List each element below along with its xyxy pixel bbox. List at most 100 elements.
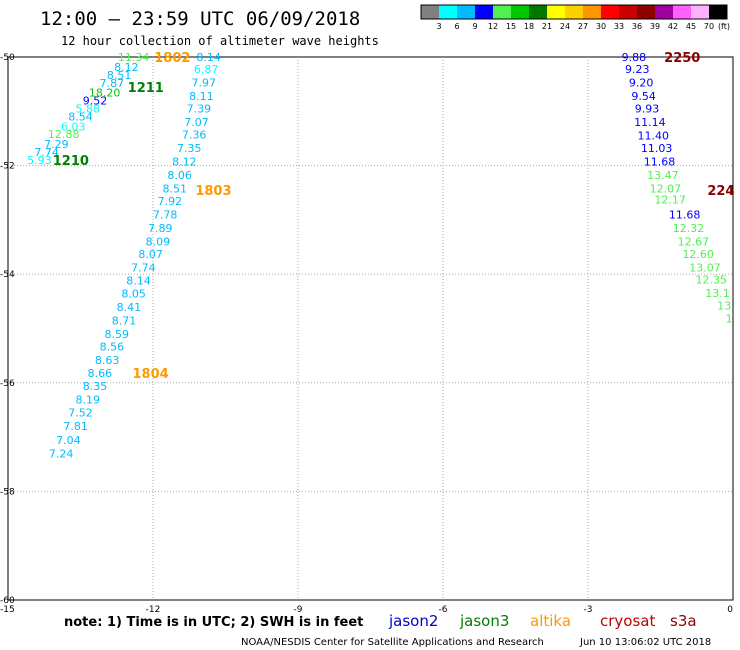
color-swatch (547, 5, 565, 19)
swh-point: 8.63 (95, 354, 120, 367)
color-swatch (637, 5, 655, 19)
series-altika: 8.146.877.978.117.397.077.367.358.128.06… (49, 51, 221, 460)
swh-point: 7.81 (63, 420, 88, 433)
swh-point: 9.93 (635, 103, 660, 116)
swh-point: 7.36 (182, 129, 207, 142)
satellite-legend: jason2 jason3 altika cryosat s3a (388, 612, 697, 630)
swh-point: 8.07 (138, 248, 163, 261)
satellite-jason3: jason3 (459, 612, 509, 630)
color-swatch (493, 5, 511, 19)
pass-time-label: 224 (707, 184, 734, 199)
swh-point: 9.88 (622, 51, 647, 64)
swh-point: 9.20 (629, 77, 654, 90)
credit-line: NOAA/NESDIS Center for Satellite Applica… (241, 637, 544, 648)
swh-point: 8.51 (163, 182, 188, 195)
pass-time-label: 1210 (53, 154, 89, 169)
x-tick-label: -15 (0, 605, 15, 615)
swh-point: 12.67 (678, 236, 710, 249)
swh-point: 9.54 (631, 90, 656, 103)
swh-point: 7.89 (148, 222, 173, 235)
y-tick-label: -58 (0, 487, 15, 497)
x-tick-label: -3 (584, 605, 593, 615)
swh-point: 11.03 (641, 142, 673, 155)
swh-point: 7.35 (177, 142, 202, 155)
color-scale-label: 36 (632, 22, 642, 31)
generated-timestamp: Jun 10 13:06:02 UTC 2018 (579, 637, 711, 648)
color-scale-label: 30 (596, 22, 606, 31)
swh-point: 8.54 (68, 111, 93, 124)
y-tick-label: -60 (0, 596, 15, 606)
x-tick-label: -9 (294, 605, 303, 615)
swh-point: 11.14 (634, 116, 666, 129)
swh-point: 7.78 (153, 208, 178, 221)
swh-point: 8.14 (126, 275, 151, 288)
color-swatch (691, 5, 709, 19)
series-s3a: 9.889.239.209.549.9311.1411.4011.0311.68… (622, 51, 733, 326)
color-swatch (475, 5, 493, 19)
footer-note: note: 1) Time is in UTC; 2) SWH is in fe… (64, 615, 363, 630)
swh-point: 8.56 (100, 340, 125, 353)
pass-time-label: 1211 (128, 81, 164, 96)
pass-time-label: 1802 (154, 51, 190, 66)
color-swatch (439, 5, 457, 19)
data-points: 11.348.128.517.8718.209.525.888.546.0312… (27, 51, 732, 460)
satellite-altika: altika (530, 612, 571, 630)
swh-point: 8.51 (107, 69, 132, 82)
pass-time-label: 2250 (664, 51, 700, 66)
color-swatch (583, 5, 601, 19)
swh-point: 8.14 (196, 51, 221, 64)
color-swatch (511, 5, 529, 19)
swh-point: 7.29 (44, 138, 69, 151)
color-scale-label: 70 (704, 22, 714, 31)
swh-point: 8.09 (146, 236, 171, 249)
chart-subtitle: 12 hour collection of altimeter wave hei… (61, 34, 379, 48)
swh-point: 12.17 (654, 193, 686, 206)
color-scale-label: 27 (578, 22, 588, 31)
swh-point: 8.41 (117, 301, 142, 314)
swh-point: 9.23 (625, 63, 650, 76)
swh-point: 8.05 (121, 288, 146, 301)
x-tick-label: 0 (727, 605, 733, 615)
color-scale-label: 21 (542, 22, 552, 31)
swh-point: 7.04 (56, 434, 81, 447)
color-scale-label: 18 (524, 22, 534, 31)
swh-point: 6.87 (194, 63, 219, 76)
swh-point: 7.74 (34, 146, 59, 159)
swh-point: 12.88 (48, 128, 80, 141)
pass-time-label: 1803 (195, 184, 231, 199)
color-scale-label: 24 (560, 22, 570, 31)
swh-point: 8.12 (114, 61, 139, 74)
color-scale-label: 45 (686, 22, 696, 31)
swh-point: 7.07 (184, 116, 209, 129)
color-swatch (709, 5, 727, 19)
color-swatch (673, 5, 691, 19)
plot-area: -50-52-54-56-58-60 -15 -12 -9 -6 -3 0 11.348.… (0, 51, 734, 615)
series-jason3: 11.348.128.517.8718.209.525.888.546.0312… (27, 51, 149, 167)
grid-lines (8, 57, 733, 600)
y-tick-label: -52 (0, 162, 15, 172)
swh-point: 13.07 (689, 262, 721, 275)
swh-point: 9.52 (83, 94, 108, 107)
x-tick-label: -12 (146, 605, 161, 615)
swh-point: 13 (717, 300, 731, 313)
color-swatch (601, 5, 619, 19)
color-swatch (565, 5, 583, 19)
satellite-s3a: s3a (670, 612, 697, 630)
color-swatch (619, 5, 637, 19)
swh-point: 8.12 (172, 155, 197, 168)
x-axis-ticks: -15 -12 -9 -6 -3 0 (0, 605, 733, 615)
swh-point: 8.06 (167, 169, 192, 182)
chart-title: 12:00 – 23:59 UTC 06/09/2018 (40, 8, 360, 30)
swh-point: 18.20 (89, 86, 121, 99)
color-swatch (655, 5, 673, 19)
pass-time-label: 1804 (132, 367, 168, 382)
color-scale-frame (420, 4, 728, 20)
color-scale-label: 6 (454, 22, 459, 31)
swh-point: 7.92 (158, 195, 183, 208)
color-scale-label: 33 (614, 22, 624, 31)
swh-point: 11.34 (118, 51, 150, 64)
color-swatch (529, 5, 547, 19)
swh-point: 8.35 (83, 380, 108, 393)
swh-point: 6.03 (61, 121, 86, 134)
satellite-cryosat: cryosat (600, 612, 655, 630)
